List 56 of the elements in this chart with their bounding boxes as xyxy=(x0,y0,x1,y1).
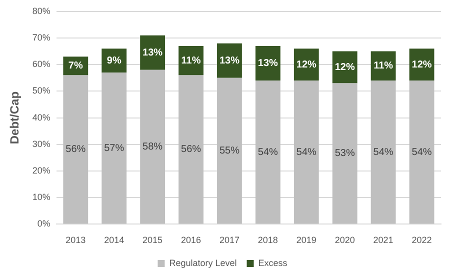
data-label: 12% xyxy=(412,59,432,70)
y-tick-label: 80% xyxy=(32,6,50,16)
bar xyxy=(140,35,166,70)
data-label: 56% xyxy=(66,144,86,156)
bar xyxy=(255,80,280,224)
data-label: 54% xyxy=(373,146,394,158)
x-tick-label: 2022 xyxy=(412,235,432,246)
data-label: 53% xyxy=(334,148,355,160)
data-label: 55% xyxy=(219,146,240,157)
y-tick-label: 50% xyxy=(32,86,50,96)
y-tick-label: 40% xyxy=(32,112,50,122)
data-label: 12% xyxy=(296,59,317,70)
bar xyxy=(140,70,166,224)
bar xyxy=(178,75,204,224)
x-tick-label: 2020 xyxy=(334,235,355,246)
data-label: 54% xyxy=(258,146,278,158)
bar xyxy=(217,43,242,78)
y-axis-title: Debt/Cap xyxy=(8,91,22,144)
bar xyxy=(332,83,358,224)
x-tick-label: 2016 xyxy=(181,235,202,246)
bar xyxy=(294,48,319,81)
data-label: 7% xyxy=(68,60,83,72)
data-label: 13% xyxy=(142,47,163,58)
y-tick-label: 60% xyxy=(32,59,50,70)
data-label: 54% xyxy=(296,146,317,158)
x-tick-label: 2021 xyxy=(373,235,394,246)
data-label: 13% xyxy=(258,58,278,70)
data-label: 11% xyxy=(181,55,201,66)
y-tick-label: 0% xyxy=(37,218,50,229)
bar xyxy=(217,78,242,224)
x-tick-label: 2017 xyxy=(219,235,240,246)
data-label: 11% xyxy=(374,60,394,72)
y-tick-label: 30% xyxy=(32,138,50,149)
y-tick-label: 20% xyxy=(32,165,50,176)
y-tick-label: 10% xyxy=(32,192,50,202)
x-tick-label: 2019 xyxy=(296,235,316,246)
data-label: 13% xyxy=(219,55,240,66)
bar xyxy=(370,80,396,224)
data-label: 12% xyxy=(334,62,355,74)
legend-label: Excess xyxy=(258,258,288,268)
x-tick-label: 2013 xyxy=(66,235,86,246)
data-label: 56% xyxy=(181,144,202,156)
bar xyxy=(102,72,127,224)
bar xyxy=(409,80,434,224)
data-label: 9% xyxy=(106,55,122,66)
bar xyxy=(63,75,88,224)
x-tick-label: 2018 xyxy=(258,235,278,246)
data-label: 58% xyxy=(142,142,163,153)
x-tick-label: 2014 xyxy=(104,235,124,246)
bar xyxy=(294,80,319,224)
data-label: 57% xyxy=(104,142,124,154)
y-tick-label: 70% xyxy=(32,32,50,42)
bar xyxy=(255,46,280,81)
data-label: 54% xyxy=(412,146,432,158)
x-tick-label: 2015 xyxy=(142,235,163,246)
legend-label: Regulatory Level xyxy=(169,258,237,268)
